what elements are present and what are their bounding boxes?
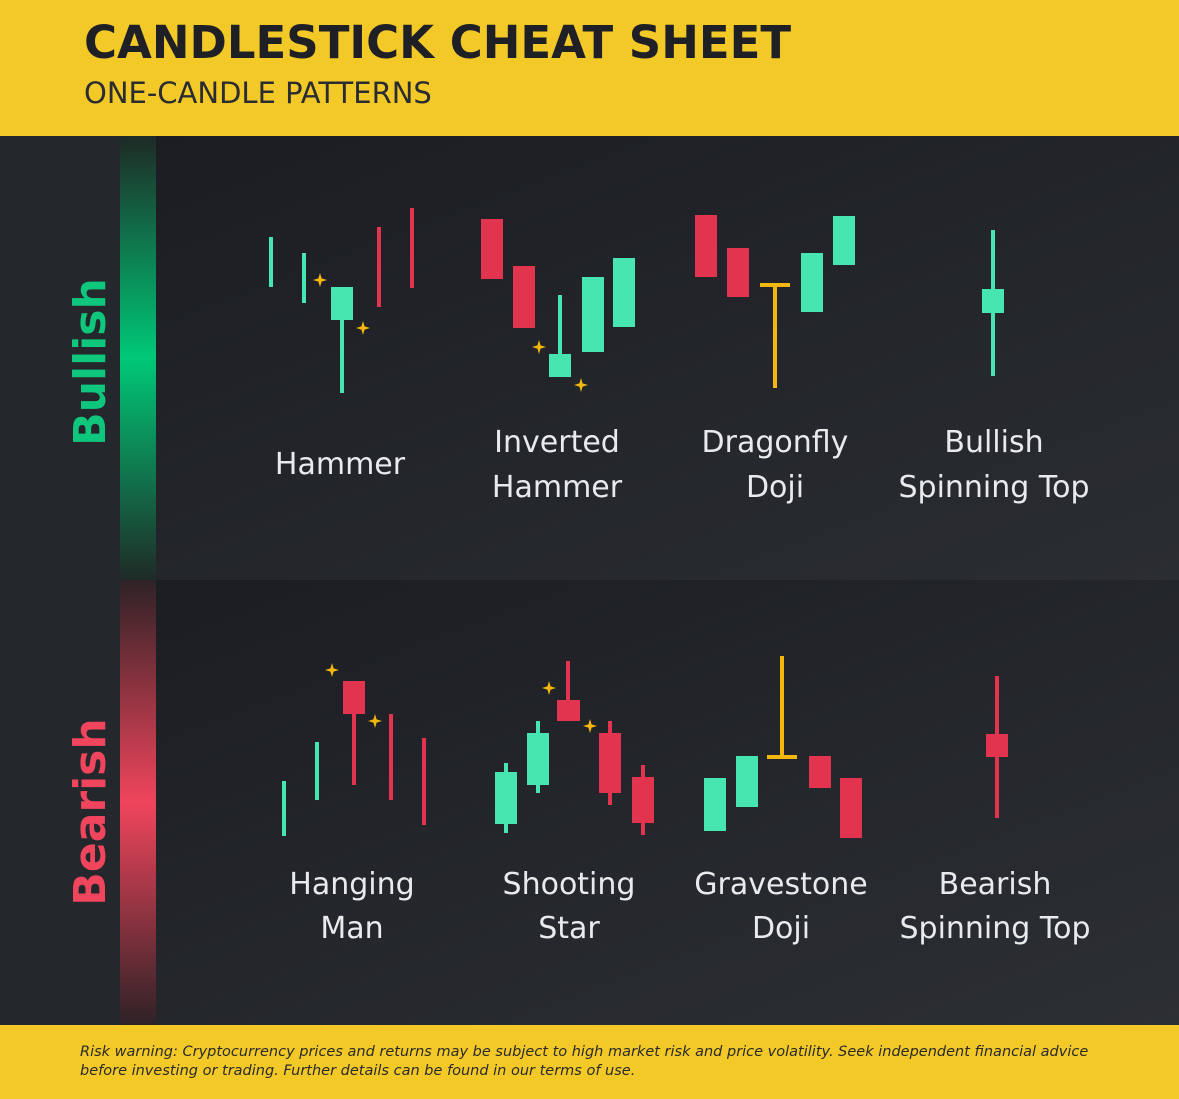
pattern-name: Inverted xyxy=(494,425,620,460)
candle-body xyxy=(982,289,1004,313)
pattern-name: Man xyxy=(320,911,383,946)
subtitle: ONE-CANDLE PATTERNS xyxy=(84,76,432,110)
candle-body xyxy=(833,216,855,265)
pattern-name: Gravestone xyxy=(694,867,867,902)
pattern-name: Hammer xyxy=(492,470,623,505)
candle-body xyxy=(599,733,621,793)
pattern-name: Star xyxy=(538,911,600,946)
candle-body xyxy=(801,253,823,312)
bearish-stripe xyxy=(120,580,156,1025)
bearish-spinning-top-diagram xyxy=(986,676,1008,818)
candle-body xyxy=(331,287,353,320)
candle-body xyxy=(736,756,758,807)
candle-body xyxy=(613,258,635,327)
risk-warning: Risk warning: Cryptocurrency prices and … xyxy=(80,1044,1089,1079)
candle-body xyxy=(840,778,862,838)
bullish-bg xyxy=(0,136,1179,580)
candle-body xyxy=(513,266,535,328)
candle-body xyxy=(809,756,831,788)
candle-body xyxy=(986,734,1008,757)
pattern-name: Hammer xyxy=(275,447,406,482)
candle-body xyxy=(343,681,365,714)
section-label: Bullish xyxy=(65,278,116,446)
candle-body xyxy=(582,277,604,352)
candle-body xyxy=(527,733,549,785)
title: CANDLESTICK CHEAT SHEET xyxy=(84,16,791,69)
shooting-star-diagram xyxy=(495,661,654,835)
candle-body xyxy=(481,219,503,279)
candle-body xyxy=(704,778,726,831)
pattern-name: Doji xyxy=(746,470,804,505)
hammer-diagram xyxy=(269,208,414,393)
section-label: Bearish xyxy=(65,718,116,905)
gravestone-doji-diagram xyxy=(704,656,862,838)
pattern-name: Doji xyxy=(752,911,810,946)
bearish-bg xyxy=(0,580,1179,1025)
pattern-name: Bullish xyxy=(944,425,1043,460)
pattern-name: Hanging xyxy=(289,867,414,902)
header-bg xyxy=(0,0,1179,136)
pattern-name: Spinning Top xyxy=(899,911,1090,946)
inverted-hammer-diagram xyxy=(481,219,635,392)
bullish-stripe xyxy=(120,136,156,580)
bullish-spinning-top-diagram xyxy=(982,230,1004,376)
pattern-name: Shooting xyxy=(503,867,636,902)
candle-body xyxy=(727,248,749,297)
hanging-man-diagram xyxy=(282,663,426,836)
pattern-name: Dragonfly xyxy=(702,425,849,460)
footer-bg xyxy=(0,1025,1179,1099)
pattern-name: Spinning Top xyxy=(898,470,1089,505)
dragonfly-doji-diagram xyxy=(695,215,855,388)
candle-body xyxy=(495,772,517,824)
pattern-name: Bearish xyxy=(939,867,1052,902)
candle-body xyxy=(695,215,717,277)
candle-body xyxy=(549,354,571,377)
candle-body xyxy=(557,700,580,721)
candle-body xyxy=(632,777,654,823)
